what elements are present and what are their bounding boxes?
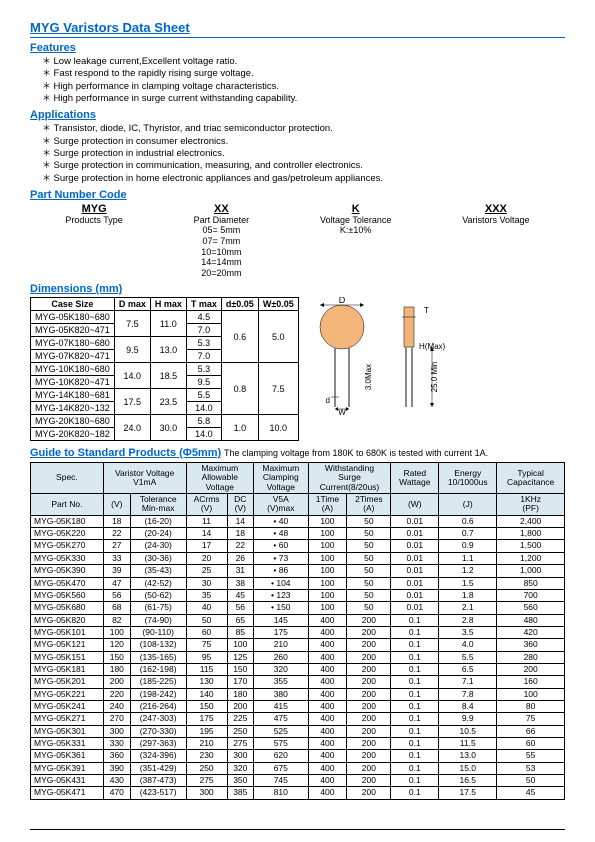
application-item: Surge protection in communication, measu… [42,160,565,172]
guide-heading: Guide to Standard Products (Φ5mm) The cl… [30,447,565,459]
feature-item: High performance in clamping voltage cha… [42,81,565,93]
application-item: Surge protection in home electronic appl… [42,173,565,185]
application-item: Surge protection in consumer electronics… [42,136,565,148]
application-item: Surge protection in industrial electroni… [42,148,565,160]
page-title: MYG Varistors Data Sheet [30,20,565,38]
guide-note: The clamping voltage from 180K to 680K i… [224,448,488,458]
products-table: Spec.Varistor VoltageV1mAMaximumAllowabl… [30,462,565,800]
features-list: Low leakage current,Excellent voltage ra… [42,56,565,105]
application-item: Transistor, diode, IC, Thyristor, and tr… [42,123,565,135]
feature-item: Low leakage current,Excellent voltage ra… [42,56,565,68]
dimensions-table: Case SizeD maxH maxT maxd±0.05W±0.05MYG-… [30,297,299,441]
component-diagram: D d W 3.0Max T H(Max) 25.0 Min [307,297,447,417]
svg-text:25.0 Min: 25.0 Min [430,362,439,393]
svg-text:D: D [339,297,346,305]
page-number [30,829,565,832]
feature-item: Fast respond to the rapidly rising surge… [42,68,565,80]
applications-list: Transistor, diode, IC, Thyristor, and tr… [42,123,565,185]
dimensions-heading: Dimensions (mm) [30,283,565,295]
svg-text:W: W [338,408,346,417]
partcode-heading: Part Number Code [30,189,565,201]
svg-text:T: T [424,306,429,315]
guide-heading-text: Guide to Standard Products (Φ5mm) [30,447,221,459]
feature-item: High performance in surge current withst… [42,93,565,105]
partcode-table: MYGProducts TypeXXPart Diameter05= 5mm 0… [30,203,565,279]
features-heading: Features [30,42,565,54]
svg-text:d: d [325,396,329,405]
svg-text:3.0Max: 3.0Max [364,364,373,390]
applications-heading: Applications [30,109,565,121]
